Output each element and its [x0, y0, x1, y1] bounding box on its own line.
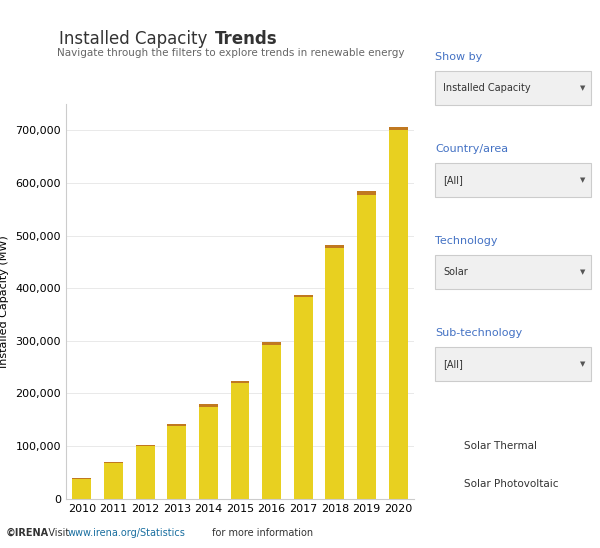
- Text: Solar Photovoltaic: Solar Photovoltaic: [464, 479, 559, 489]
- Bar: [262, 342, 281, 345]
- Bar: [104, 463, 123, 499]
- Text: Show by: Show by: [435, 52, 482, 61]
- FancyBboxPatch shape: [435, 163, 591, 197]
- Text: Trends: Trends: [215, 30, 277, 48]
- Text: Sub-technology: Sub-technology: [435, 328, 523, 338]
- FancyBboxPatch shape: [435, 435, 457, 456]
- Bar: [389, 127, 407, 130]
- Bar: [136, 446, 155, 499]
- Text: Solar Thermal: Solar Thermal: [464, 441, 538, 450]
- FancyBboxPatch shape: [435, 71, 591, 105]
- Bar: [73, 479, 91, 499]
- FancyBboxPatch shape: [435, 255, 591, 289]
- Bar: [357, 195, 376, 499]
- Bar: [262, 345, 281, 499]
- Bar: [357, 191, 376, 195]
- Bar: [199, 404, 218, 407]
- Text: Navigate through the filters to explore trends in renewable energy: Navigate through the filters to explore …: [57, 48, 405, 58]
- Text: www.irena.org/Statistics: www.irena.org/Statistics: [67, 528, 185, 538]
- Bar: [199, 407, 218, 499]
- Bar: [325, 248, 344, 499]
- Text: [All]: [All]: [443, 175, 463, 185]
- Text: ▼: ▼: [580, 361, 586, 367]
- Bar: [230, 381, 250, 384]
- Text: Visit: Visit: [39, 528, 73, 538]
- Bar: [294, 295, 313, 297]
- Bar: [294, 297, 313, 499]
- Bar: [136, 444, 155, 446]
- Text: Country/area: Country/area: [435, 144, 508, 153]
- Bar: [325, 246, 344, 248]
- Text: Installed Capacity: Installed Capacity: [443, 83, 531, 93]
- Bar: [73, 478, 91, 479]
- FancyBboxPatch shape: [435, 347, 591, 381]
- Text: Technology: Technology: [435, 236, 498, 246]
- Bar: [230, 384, 250, 499]
- FancyBboxPatch shape: [435, 473, 457, 494]
- Bar: [167, 426, 186, 499]
- Text: ▼: ▼: [580, 85, 586, 91]
- Text: Solar: Solar: [443, 267, 468, 277]
- Text: [All]: [All]: [443, 359, 463, 369]
- Text: ©IRENA: ©IRENA: [6, 528, 49, 538]
- Text: ▼: ▼: [580, 177, 586, 183]
- Bar: [167, 424, 186, 426]
- Bar: [389, 130, 407, 499]
- Text: Installed Capacity: Installed Capacity: [59, 30, 213, 48]
- Bar: [104, 462, 123, 463]
- Text: for more information: for more information: [209, 528, 313, 538]
- Y-axis label: Installed Capacity (MW): Installed Capacity (MW): [0, 235, 8, 368]
- Text: ▼: ▼: [580, 269, 586, 275]
